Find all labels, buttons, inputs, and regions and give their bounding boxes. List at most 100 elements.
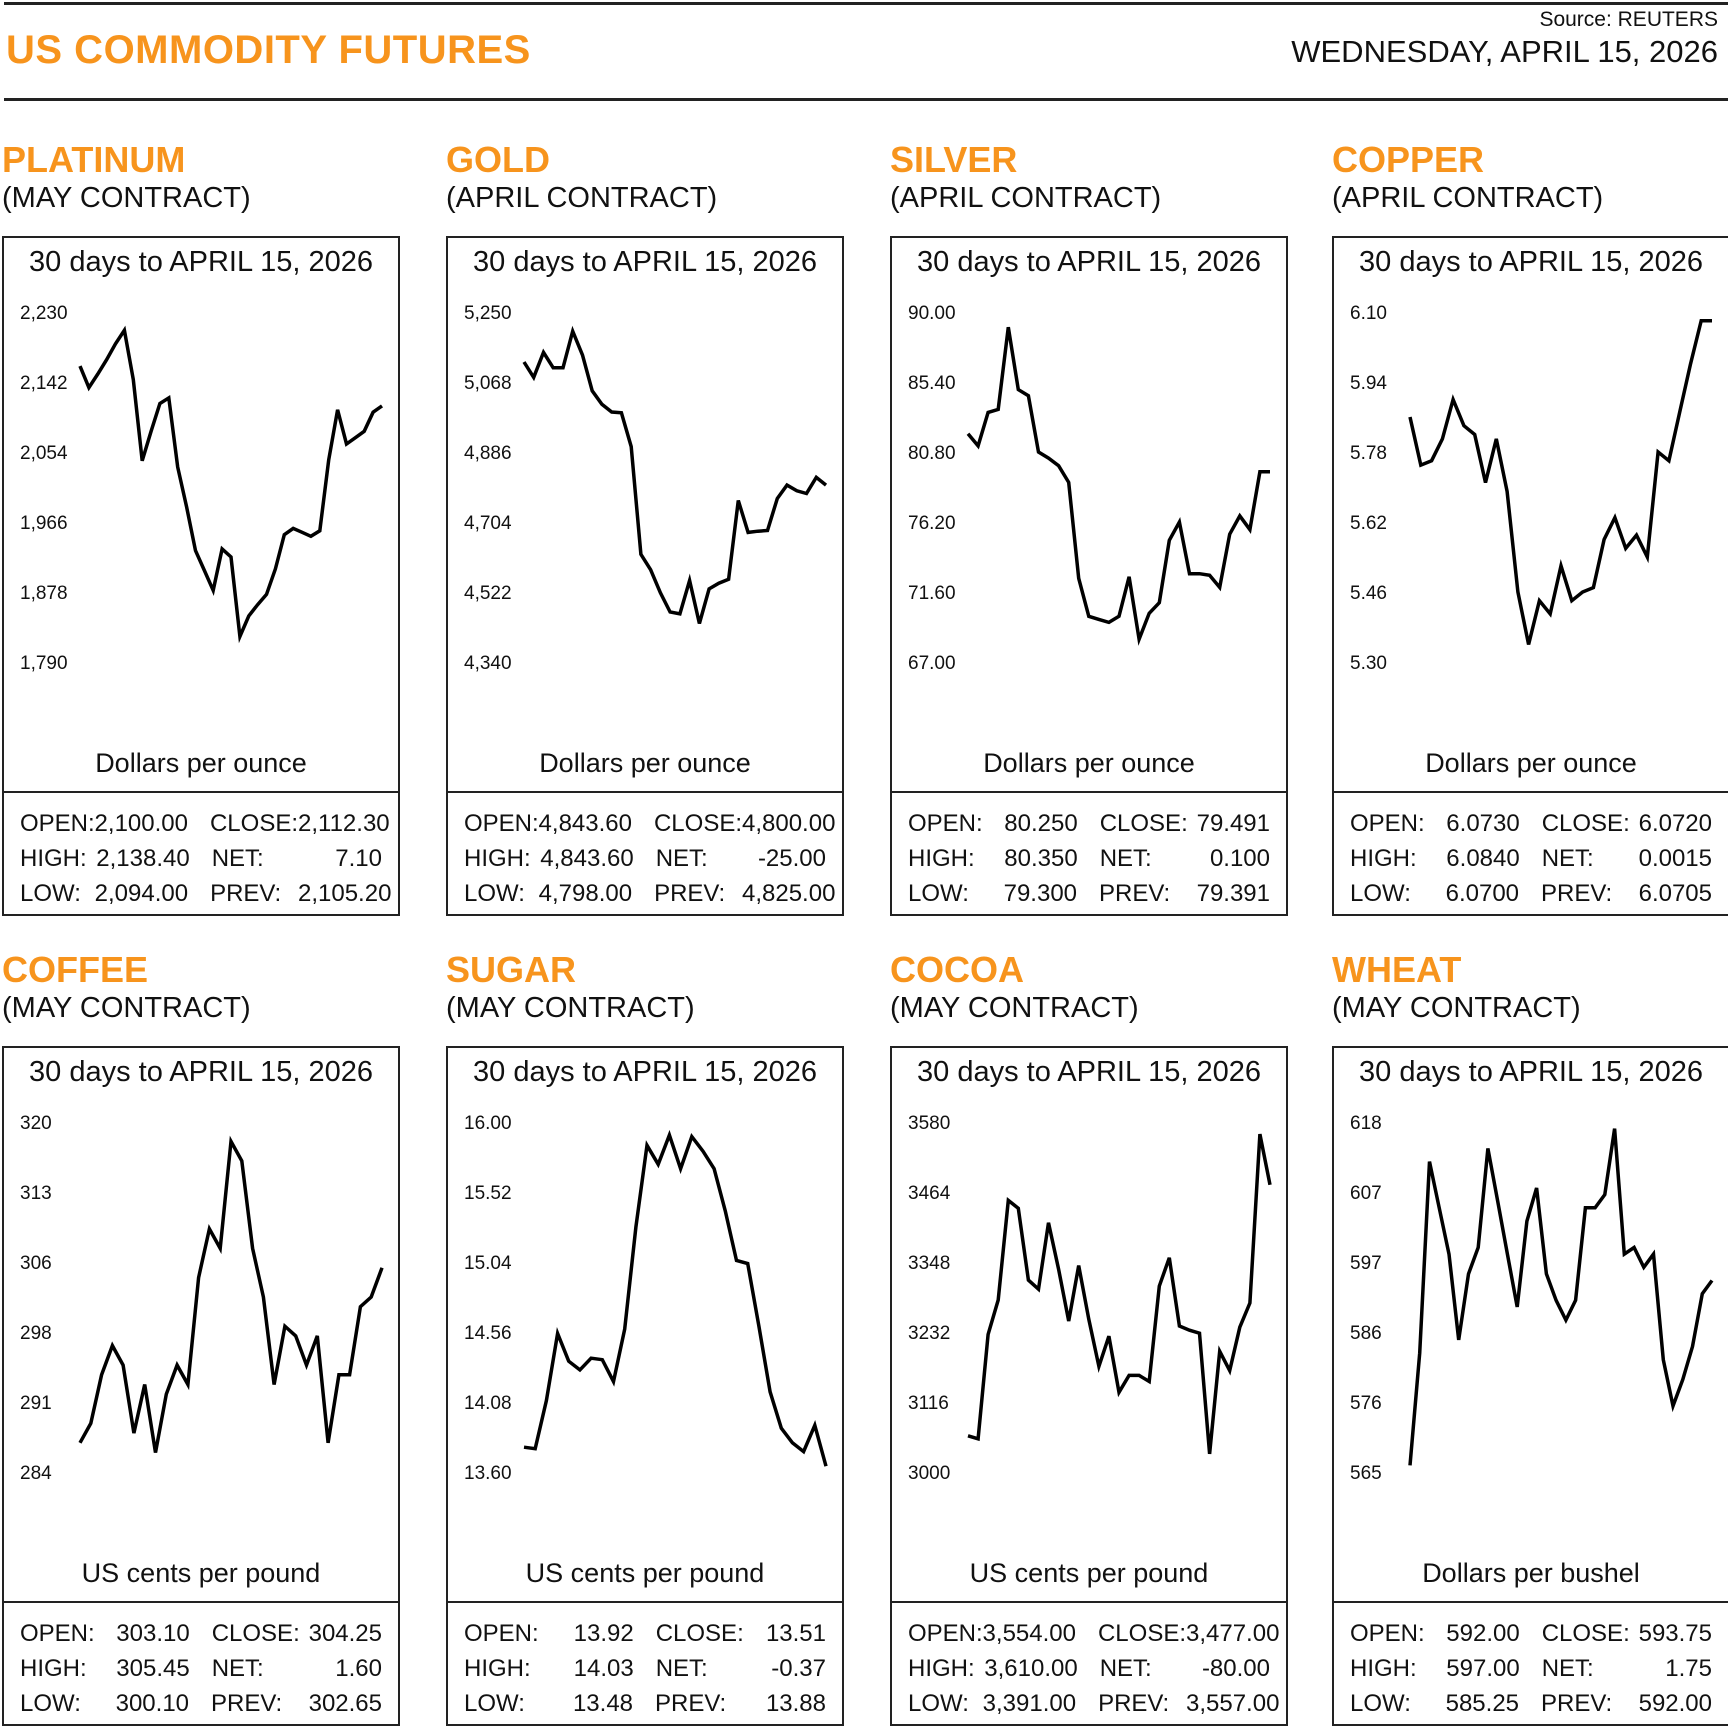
- commodity-name: GOLD: [446, 139, 550, 180]
- stat-label-close: CLOSE:: [1099, 810, 1188, 837]
- stat-label-open: OPEN:: [1350, 810, 1425, 837]
- stats-row: LOW: 6.0700 PREV: 6.0705: [1350, 876, 1712, 911]
- stat-high: 597.00: [1446, 1655, 1520, 1682]
- stat-close: 3,477.00: [1186, 1620, 1280, 1647]
- y-tick-label: 291: [20, 1393, 52, 1414]
- page-title: US COMMODITY FUTURES: [6, 28, 531, 72]
- y-tick-label: 5,068: [464, 373, 512, 394]
- stat-label-open: OPEN:: [908, 810, 983, 837]
- chart-title: 30 days to APRIL 15, 2026: [29, 1056, 373, 1088]
- stat-prev: 592.00: [1638, 1690, 1712, 1717]
- commodity-name: COPPER: [1332, 139, 1485, 180]
- price-series-line: [78, 325, 384, 644]
- y-tick-label: 14.56: [464, 1323, 512, 1344]
- chart-unit-label: Dollars per ounce: [539, 748, 751, 778]
- chart-title: 30 days to APRIL 15, 2026: [1359, 1056, 1703, 1088]
- chart-title: 30 days to APRIL 15, 2026: [917, 246, 1261, 278]
- stat-net: 0.0015: [1638, 845, 1712, 872]
- stat-open: 303.10: [116, 1620, 190, 1647]
- y-tick-label: 320: [20, 1113, 52, 1134]
- stat-low: 6.0700: [1445, 880, 1520, 907]
- price-series-line: [1408, 1128, 1714, 1466]
- source-credit: Source: REUTERS: [1539, 8, 1718, 31]
- stat-label-open: OPEN:: [908, 1620, 983, 1647]
- stat-close: 6.0720: [1638, 810, 1712, 837]
- stat-label-net: NET:: [211, 1655, 264, 1682]
- stat-label-prev: PREV:: [1541, 1690, 1613, 1717]
- chart-box: 30 days to APRIL 15, 2026 3580 3464 3348 32…: [890, 1046, 1288, 1726]
- stat-label-close: CLOSE:: [655, 1620, 744, 1647]
- stat-close: 13.51: [765, 1620, 826, 1647]
- contract-label: (MAY CONTRACT): [2, 182, 251, 214]
- stat-label-close: CLOSE:: [653, 810, 742, 837]
- commodity-name: COFFEE: [2, 949, 149, 990]
- y-tick-label: 1,966: [20, 513, 68, 534]
- y-tick-label: 76.20: [908, 513, 956, 534]
- stats-table: OPEN: 80.250 CLOSE: 79.491 HIGH: 80.350 …: [908, 806, 1270, 911]
- y-tick-label: 3464: [908, 1183, 951, 1204]
- stat-open: 80.250: [1004, 810, 1078, 837]
- stat-prev: 4,825.00: [742, 880, 836, 907]
- stat-label-net: NET:: [1099, 1655, 1152, 1682]
- y-tick-label: 15.04: [464, 1253, 512, 1274]
- stat-high: 80.350: [1004, 845, 1078, 872]
- stat-label-high: HIGH:: [1350, 1655, 1417, 1682]
- stat-label-prev: PREV:: [211, 1690, 283, 1717]
- y-tick-label: 85.40: [908, 373, 956, 394]
- stat-label-high: HIGH:: [464, 1655, 531, 1682]
- stat-label-close: CLOSE:: [1097, 1620, 1186, 1647]
- stat-prev: 6.0705: [1638, 880, 1712, 907]
- commodity-name: COCOA: [890, 949, 1024, 990]
- stat-label-high: HIGH:: [20, 1655, 87, 1682]
- stat-label-open: OPEN:: [20, 1620, 95, 1647]
- stat-open: 6.0730: [1446, 810, 1520, 837]
- chart-unit-label: US cents per pound: [81, 1558, 321, 1588]
- stat-label-prev: PREV:: [1541, 880, 1613, 907]
- y-tick-label: 298: [20, 1323, 52, 1344]
- stats-row: OPEN: 6.0730 CLOSE: 6.0720: [1350, 806, 1712, 841]
- y-tick-label: 4,886: [464, 443, 512, 464]
- stat-open: 2,100.00: [94, 810, 188, 837]
- stats-row: HIGH: 2,138.40 NET: 7.10: [20, 841, 382, 876]
- stats-row: HIGH: 80.350 NET: 0.100: [908, 841, 1270, 876]
- stats-row: LOW: 300.10 PREV: 302.65: [20, 1686, 382, 1721]
- stat-label-open: OPEN:: [1350, 1620, 1425, 1647]
- stats-divider: [4, 791, 398, 793]
- y-tick-label: 16.00: [464, 1113, 512, 1134]
- stat-label-low: LOW:: [1350, 1690, 1411, 1717]
- y-tick-label: 2,230: [20, 303, 68, 324]
- stat-label-net: NET:: [211, 845, 264, 872]
- y-tick-label: 80.80: [908, 443, 956, 464]
- stat-prev: 302.65: [308, 1690, 382, 1717]
- chart-unit-label: US cents per pound: [969, 1558, 1209, 1588]
- y-tick-label: 5.46: [1350, 583, 1387, 604]
- stat-label-prev: PREV:: [1099, 880, 1171, 907]
- stats-table: OPEN: 6.0730 CLOSE: 6.0720 HIGH: 6.0840 …: [1350, 806, 1712, 911]
- chart-unit-label: Dollars per ounce: [95, 748, 307, 778]
- top-rule: [4, 2, 1728, 5]
- stats-row: OPEN: 13.92 CLOSE: 13.51: [464, 1616, 826, 1651]
- y-tick-label: 3580: [908, 1113, 950, 1134]
- stats-table: OPEN: 3,554.00 CLOSE: 3,477.00 HIGH: 3,6…: [908, 1616, 1280, 1721]
- commodity-name: SUGAR: [446, 949, 577, 990]
- y-tick-label: 5.78: [1350, 443, 1387, 464]
- line-chart: 618 607 597 586 576 565: [1350, 1113, 1714, 1484]
- stats-row: OPEN: 303.10 CLOSE: 304.25: [20, 1616, 382, 1651]
- stats-divider: [1334, 1601, 1728, 1603]
- stat-low: 2,094.00: [94, 880, 189, 907]
- price-series-line: [78, 1135, 384, 1453]
- stat-net: -25.00: [757, 845, 826, 872]
- contract-label: (APRIL CONTRACT): [890, 182, 1162, 214]
- commodity-name: SILVER: [890, 139, 1018, 180]
- stat-label-close: CLOSE:: [1541, 810, 1630, 837]
- commodity-name: PLATINUM: [2, 139, 186, 180]
- y-tick-label: 284: [20, 1463, 52, 1484]
- stats-row: LOW: 585.25 PREV: 592.00: [1350, 1686, 1712, 1721]
- stat-high: 14.03: [573, 1655, 634, 1682]
- stat-label-net: NET:: [655, 845, 708, 872]
- stats-row: LOW: 2,094.00 PREV: 2,105.20: [20, 876, 391, 911]
- stat-label-prev: PREV:: [1098, 1690, 1170, 1717]
- stat-low: 79.300: [1003, 880, 1078, 907]
- stats-divider: [1334, 791, 1728, 793]
- stat-prev: 13.88: [765, 1690, 826, 1717]
